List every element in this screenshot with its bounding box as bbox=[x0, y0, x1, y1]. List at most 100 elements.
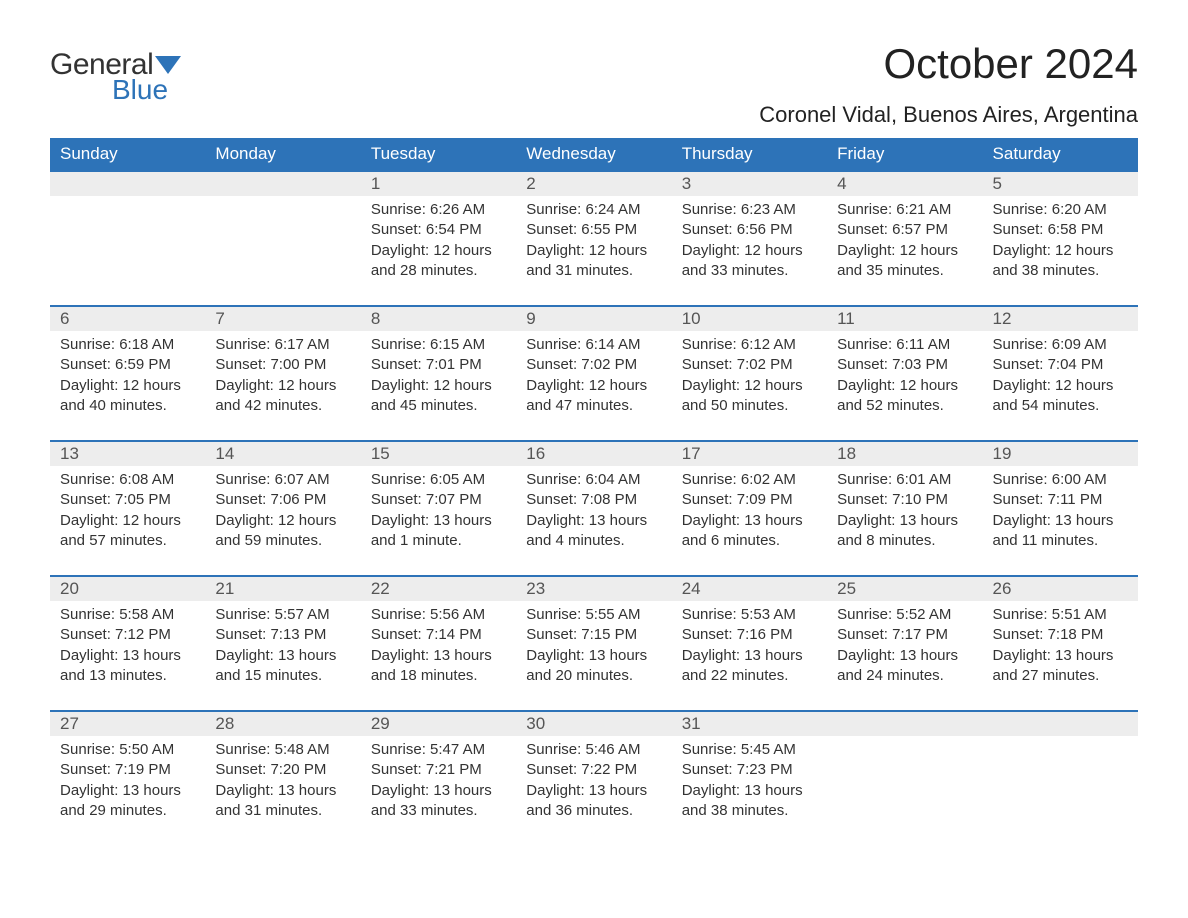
day-dl1: Daylight: 13 hours bbox=[682, 511, 817, 531]
day-sunset: Sunset: 7:06 PM bbox=[215, 490, 350, 510]
day-cell bbox=[205, 196, 360, 306]
day-dl2: and 31 minutes. bbox=[215, 801, 350, 821]
day-dl1: Daylight: 13 hours bbox=[60, 781, 195, 801]
data-row: Sunrise: 6:26 AMSunset: 6:54 PMDaylight:… bbox=[50, 196, 1138, 306]
day-dl2: and 18 minutes. bbox=[371, 666, 506, 686]
day-dl1: Daylight: 12 hours bbox=[371, 376, 506, 396]
day-number: 16 bbox=[516, 441, 671, 466]
day-dl1: Daylight: 12 hours bbox=[837, 376, 972, 396]
day-number: 29 bbox=[361, 711, 516, 736]
day-dl1: Daylight: 12 hours bbox=[682, 241, 817, 261]
day-dl2: and 22 minutes. bbox=[682, 666, 817, 686]
day-dl2: and 59 minutes. bbox=[215, 531, 350, 551]
day-cell: Sunrise: 5:57 AMSunset: 7:13 PMDaylight:… bbox=[205, 601, 360, 711]
day-dl2: and 29 minutes. bbox=[60, 801, 195, 821]
day-dl2: and 38 minutes. bbox=[682, 801, 817, 821]
day-number: 17 bbox=[672, 441, 827, 466]
day-dl2: and 54 minutes. bbox=[993, 396, 1128, 416]
day-dl2: and 47 minutes. bbox=[526, 396, 661, 416]
day-dl2: and 8 minutes. bbox=[837, 531, 972, 551]
day-sunrise: Sunrise: 6:11 AM bbox=[837, 335, 972, 355]
day-dl2: and 40 minutes. bbox=[60, 396, 195, 416]
day-dl2: and 4 minutes. bbox=[526, 531, 661, 551]
day-cell bbox=[50, 196, 205, 306]
daynum-row: 2728293031 bbox=[50, 711, 1138, 736]
day-sunset: Sunset: 7:07 PM bbox=[371, 490, 506, 510]
day-sunset: Sunset: 7:23 PM bbox=[682, 760, 817, 780]
data-row: Sunrise: 6:08 AMSunset: 7:05 PMDaylight:… bbox=[50, 466, 1138, 576]
data-row: Sunrise: 5:50 AMSunset: 7:19 PMDaylight:… bbox=[50, 736, 1138, 846]
day-dl1: Daylight: 12 hours bbox=[60, 511, 195, 531]
day-sunset: Sunset: 7:00 PM bbox=[215, 355, 350, 375]
day-dl1: Daylight: 12 hours bbox=[837, 241, 972, 261]
day-cell: Sunrise: 6:14 AMSunset: 7:02 PMDaylight:… bbox=[516, 331, 671, 441]
day-sunrise: Sunrise: 6:23 AM bbox=[682, 200, 817, 220]
weekday-header: Sunday bbox=[50, 138, 205, 171]
day-dl2: and 33 minutes. bbox=[371, 801, 506, 821]
day-sunset: Sunset: 7:10 PM bbox=[837, 490, 972, 510]
day-cell: Sunrise: 5:58 AMSunset: 7:12 PMDaylight:… bbox=[50, 601, 205, 711]
daynum-row: 20212223242526 bbox=[50, 576, 1138, 601]
day-number: 25 bbox=[827, 576, 982, 601]
day-sunrise: Sunrise: 6:01 AM bbox=[837, 470, 972, 490]
day-number bbox=[827, 711, 982, 736]
day-dl1: Daylight: 12 hours bbox=[993, 376, 1128, 396]
day-dl1: Daylight: 12 hours bbox=[993, 241, 1128, 261]
day-dl2: and 57 minutes. bbox=[60, 531, 195, 551]
month-title: October 2024 bbox=[759, 40, 1138, 88]
day-sunrise: Sunrise: 5:53 AM bbox=[682, 605, 817, 625]
day-dl1: Daylight: 13 hours bbox=[837, 646, 972, 666]
day-cell: Sunrise: 6:11 AMSunset: 7:03 PMDaylight:… bbox=[827, 331, 982, 441]
day-dl2: and 33 minutes. bbox=[682, 261, 817, 281]
day-dl1: Daylight: 13 hours bbox=[371, 646, 506, 666]
day-sunset: Sunset: 7:22 PM bbox=[526, 760, 661, 780]
day-dl2: and 6 minutes. bbox=[682, 531, 817, 551]
day-sunset: Sunset: 7:02 PM bbox=[526, 355, 661, 375]
day-sunrise: Sunrise: 5:51 AM bbox=[993, 605, 1128, 625]
day-sunset: Sunset: 7:05 PM bbox=[60, 490, 195, 510]
day-sunrise: Sunrise: 6:14 AM bbox=[526, 335, 661, 355]
day-sunrise: Sunrise: 5:57 AM bbox=[215, 605, 350, 625]
day-number: 1 bbox=[361, 171, 516, 196]
day-cell: Sunrise: 6:12 AMSunset: 7:02 PMDaylight:… bbox=[672, 331, 827, 441]
day-sunset: Sunset: 6:56 PM bbox=[682, 220, 817, 240]
weekday-header: Monday bbox=[205, 138, 360, 171]
day-cell: Sunrise: 5:45 AMSunset: 7:23 PMDaylight:… bbox=[672, 736, 827, 846]
day-number: 3 bbox=[672, 171, 827, 196]
day-dl1: Daylight: 13 hours bbox=[993, 511, 1128, 531]
daynum-row: 12345 bbox=[50, 171, 1138, 196]
day-cell: Sunrise: 6:21 AMSunset: 6:57 PMDaylight:… bbox=[827, 196, 982, 306]
day-sunrise: Sunrise: 6:15 AM bbox=[371, 335, 506, 355]
day-sunrise: Sunrise: 5:52 AM bbox=[837, 605, 972, 625]
day-sunset: Sunset: 6:58 PM bbox=[993, 220, 1128, 240]
day-number: 13 bbox=[50, 441, 205, 466]
day-sunrise: Sunrise: 6:24 AM bbox=[526, 200, 661, 220]
day-number: 12 bbox=[983, 306, 1138, 331]
day-number bbox=[983, 711, 1138, 736]
day-sunset: Sunset: 7:15 PM bbox=[526, 625, 661, 645]
day-number: 23 bbox=[516, 576, 671, 601]
day-number: 20 bbox=[50, 576, 205, 601]
day-sunset: Sunset: 7:02 PM bbox=[682, 355, 817, 375]
day-dl2: and 13 minutes. bbox=[60, 666, 195, 686]
title-block: October 2024 Coronel Vidal, Buenos Aires… bbox=[759, 40, 1138, 128]
day-cell: Sunrise: 6:20 AMSunset: 6:58 PMDaylight:… bbox=[983, 196, 1138, 306]
weekday-header: Saturday bbox=[983, 138, 1138, 171]
weekday-header: Thursday bbox=[672, 138, 827, 171]
day-sunrise: Sunrise: 6:21 AM bbox=[837, 200, 972, 220]
day-number: 15 bbox=[361, 441, 516, 466]
data-row: Sunrise: 6:18 AMSunset: 6:59 PMDaylight:… bbox=[50, 331, 1138, 441]
day-number: 10 bbox=[672, 306, 827, 331]
day-cell: Sunrise: 5:51 AMSunset: 7:18 PMDaylight:… bbox=[983, 601, 1138, 711]
day-cell: Sunrise: 5:55 AMSunset: 7:15 PMDaylight:… bbox=[516, 601, 671, 711]
day-sunrise: Sunrise: 5:45 AM bbox=[682, 740, 817, 760]
day-number: 30 bbox=[516, 711, 671, 736]
day-sunset: Sunset: 7:11 PM bbox=[993, 490, 1128, 510]
day-sunrise: Sunrise: 5:55 AM bbox=[526, 605, 661, 625]
weekday-header-row: SundayMondayTuesdayWednesdayThursdayFrid… bbox=[50, 138, 1138, 171]
day-sunrise: Sunrise: 6:18 AM bbox=[60, 335, 195, 355]
daynum-row: 6789101112 bbox=[50, 306, 1138, 331]
day-sunset: Sunset: 7:01 PM bbox=[371, 355, 506, 375]
day-sunset: Sunset: 7:09 PM bbox=[682, 490, 817, 510]
day-dl2: and 20 minutes. bbox=[526, 666, 661, 686]
